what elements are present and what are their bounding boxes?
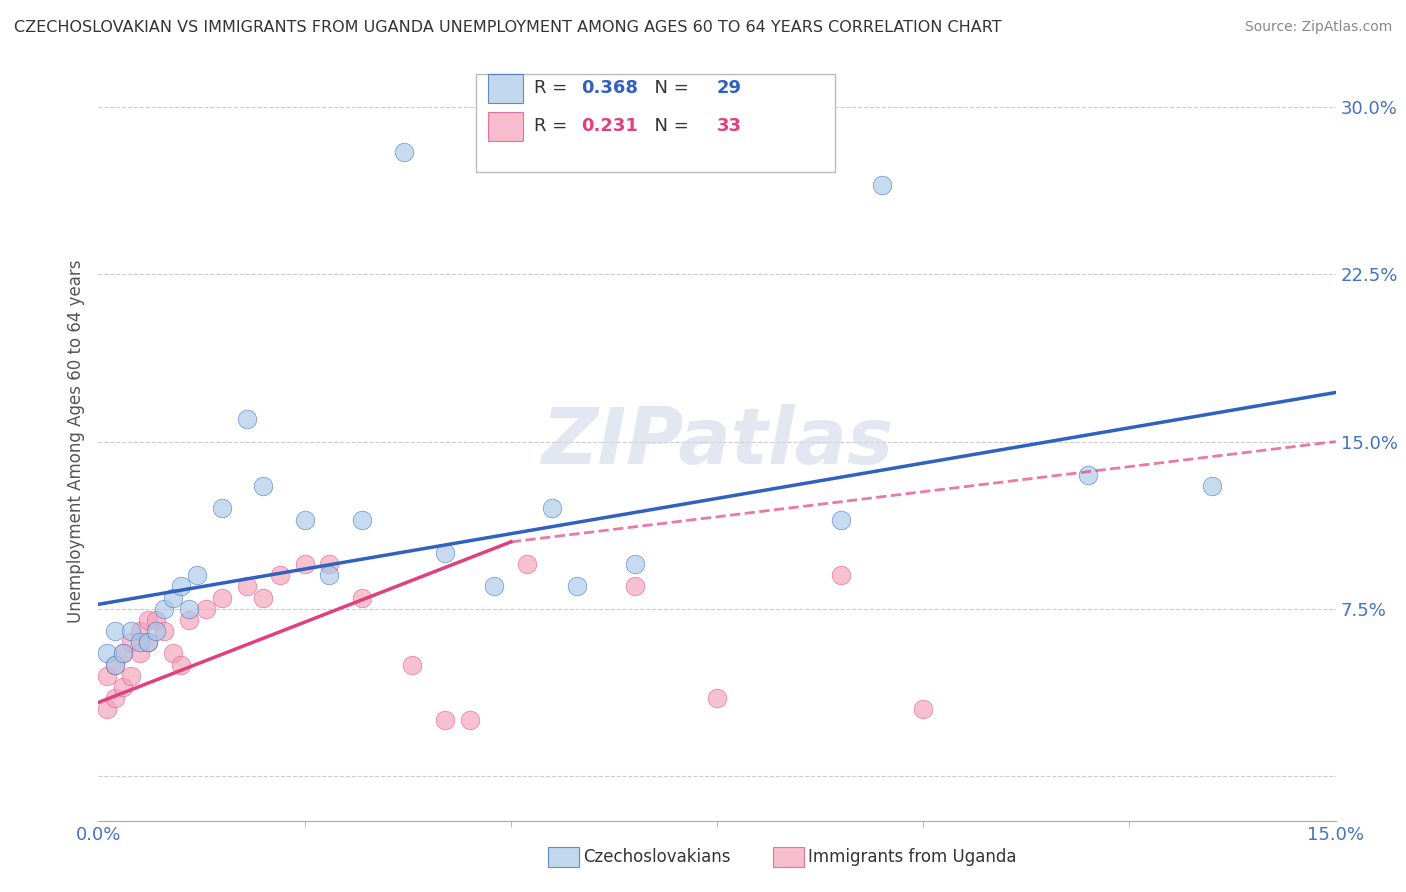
Text: CZECHOSLOVAKIAN VS IMMIGRANTS FROM UGANDA UNEMPLOYMENT AMONG AGES 60 TO 64 YEARS: CZECHOSLOVAKIAN VS IMMIGRANTS FROM UGAND… [14,20,1001,35]
Point [352,512,374,526]
Point [112,680,135,694]
Text: 0.231: 0.231 [581,117,638,135]
Point [136,635,159,649]
FancyBboxPatch shape [475,74,835,172]
Point [120,669,142,683]
Point [104,690,127,705]
Point [96,646,118,660]
Point [706,690,728,705]
Point [120,624,142,639]
Point [104,657,127,672]
Point [252,479,274,493]
Point [565,580,588,594]
Text: R =: R = [534,117,572,135]
Point [145,613,167,627]
Text: N =: N = [643,79,695,97]
Point [392,145,415,159]
Point [318,568,340,582]
Y-axis label: Unemployment Among Ages 60 to 64 years: Unemployment Among Ages 60 to 64 years [66,260,84,624]
Point [128,635,150,649]
Point [112,646,135,660]
Text: ZIPatlas: ZIPatlas [541,403,893,480]
Point [211,501,233,516]
Point [128,624,150,639]
Point [912,702,935,716]
Text: Czechoslovakians: Czechoslovakians [583,848,731,866]
Point [104,657,127,672]
Point [104,624,127,639]
Point [318,557,340,572]
Point [153,624,176,639]
FancyBboxPatch shape [488,74,523,103]
Point [96,702,118,716]
Point [294,512,316,526]
Point [623,557,645,572]
Point [96,669,118,683]
Point [162,646,184,660]
FancyBboxPatch shape [773,847,804,867]
Point [458,714,481,728]
Point [623,580,645,594]
Point [112,646,135,660]
Point [269,568,291,582]
Point [516,557,538,572]
Text: Source: ZipAtlas.com: Source: ZipAtlas.com [1244,20,1392,34]
Text: 0.368: 0.368 [581,79,638,97]
Point [194,602,217,616]
FancyBboxPatch shape [488,112,523,141]
Point [1077,467,1099,482]
Point [211,591,233,605]
Point [252,591,274,605]
Point [153,602,176,616]
Point [170,657,193,672]
Point [1201,479,1223,493]
Text: N =: N = [643,117,695,135]
Point [145,624,167,639]
Point [236,412,259,426]
Point [352,591,374,605]
Point [830,568,852,582]
Text: 33: 33 [717,117,742,135]
Point [294,557,316,572]
Point [186,568,208,582]
Point [179,602,201,616]
Point [433,714,456,728]
Point [170,580,193,594]
Point [179,613,201,627]
Point [136,635,159,649]
Text: 29: 29 [717,79,742,97]
Point [484,580,506,594]
Point [162,591,184,605]
Point [136,613,159,627]
Point [870,178,893,192]
Point [830,512,852,526]
FancyBboxPatch shape [548,847,579,867]
Point [433,546,456,560]
Point [541,501,564,516]
Point [128,646,150,660]
Point [120,635,142,649]
Text: R =: R = [534,79,572,97]
Point [236,580,259,594]
Point [401,657,423,672]
Text: Immigrants from Uganda: Immigrants from Uganda [808,848,1017,866]
